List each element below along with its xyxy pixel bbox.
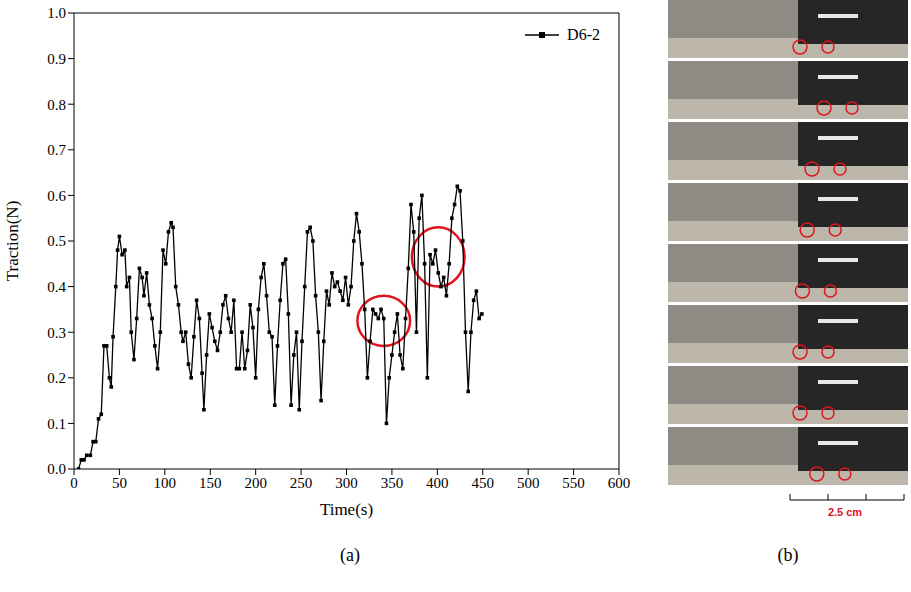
svg-text:100: 100 — [154, 475, 177, 491]
svg-text:0.7: 0.7 — [47, 142, 66, 158]
svg-text:0.5: 0.5 — [47, 233, 66, 249]
svg-text:250: 250 — [290, 475, 313, 491]
svg-text:0: 0 — [70, 475, 78, 491]
html-text:(a): (a) — [340, 545, 360, 565]
svg-text:0.9: 0.9 — [47, 51, 66, 67]
svg-text:0.3: 0.3 — [47, 325, 66, 341]
svg-text:0.4: 0.4 — [47, 279, 66, 295]
svg-text:50: 50 — [112, 475, 127, 491]
svg-text:550: 550 — [562, 475, 585, 491]
svg-text:0.1: 0.1 — [47, 416, 66, 432]
svg-text:0.0: 0.0 — [47, 461, 66, 477]
svg-text:500: 500 — [517, 475, 540, 491]
svg-text:1.0: 1.0 — [47, 5, 66, 21]
svg-text:600: 600 — [608, 475, 631, 491]
svg-text:200: 200 — [244, 475, 267, 491]
svg-text:350: 350 — [381, 475, 404, 491]
svg-text:Time(s): Time(s) — [320, 500, 373, 519]
html-text:(b): (b) — [777, 545, 799, 565]
html-text:D6-2: D6-2 — [567, 26, 600, 43]
svg-text:400: 400 — [426, 475, 449, 491]
html-text:2.5 cm: 2.5 cm — [827, 506, 863, 518]
svg-text:150: 150 — [199, 475, 222, 491]
svg-text:0.6: 0.6 — [47, 188, 66, 204]
svg-text:0.8: 0.8 — [47, 97, 66, 113]
svg-text:Traction(N): Traction(N) — [3, 201, 22, 282]
svg-text:0.2: 0.2 — [47, 370, 66, 386]
svg-text:450: 450 — [472, 475, 495, 491]
svg-text:300: 300 — [335, 475, 358, 491]
